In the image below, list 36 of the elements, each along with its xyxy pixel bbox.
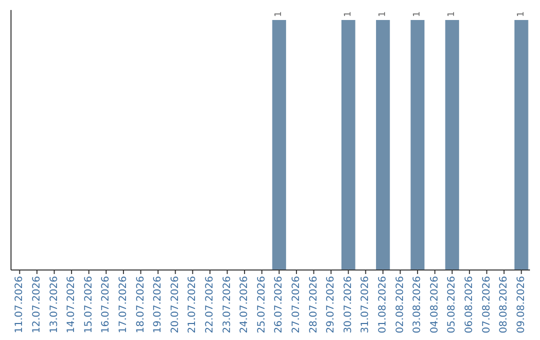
- x-tick-label: 04.08.2026: [429, 276, 440, 334]
- x-tick-label: 20.07.2026: [170, 276, 181, 334]
- data-label: 1: [343, 11, 354, 17]
- x-tick-label: 17.07.2026: [118, 276, 129, 334]
- x-tick-label: 08.08.2026: [498, 276, 510, 334]
- x-tick-label: 29.07.2026: [326, 276, 337, 334]
- data-label: 1: [447, 11, 458, 17]
- x-tick-label: 18.07.2026: [135, 276, 146, 334]
- data-label: 1: [378, 11, 388, 17]
- data-label: 1: [516, 11, 526, 17]
- x-tick-label: 15.07.2026: [83, 276, 94, 334]
- x-tick-label: 27.07.2026: [290, 276, 302, 334]
- x-tick-label: 23.07.2026: [222, 276, 233, 334]
- x-tick-label: 07.08.2026: [481, 276, 492, 334]
- x-tick-label: 05.08.2026: [446, 276, 458, 334]
- x-tick-label: 24.07.2026: [239, 276, 250, 334]
- x-tick-label: 01.08.2026: [377, 276, 388, 334]
- x-tick-label: 16.07.2026: [100, 276, 112, 334]
- x-tick-label: 28.07.2026: [308, 276, 320, 334]
- x-tick-label: 14.07.2026: [66, 276, 78, 334]
- x-tick-label: 22.07.2026: [204, 276, 216, 334]
- x-tick-label: 11.07.2026: [14, 276, 26, 334]
- x-tick-label: 31.07.2026: [360, 276, 372, 334]
- x-tick-label: 26.07.2026: [274, 276, 285, 334]
- x-tick-label: 09.08.2026: [516, 276, 527, 334]
- x-tick-label: 21.07.2026: [187, 276, 198, 334]
- x-tick-label: 03.08.2026: [412, 276, 424, 334]
- x-tick-label: 30.07.2026: [342, 276, 354, 334]
- x-tick-label: 19.07.2026: [152, 276, 164, 334]
- data-label: 1: [412, 11, 423, 17]
- x-tick-label: 25.07.2026: [256, 276, 268, 334]
- x-tick-label: 02.08.2026: [394, 276, 406, 334]
- x-tick-label: 06.08.2026: [464, 276, 475, 334]
- x-tick-label: 12.07.2026: [31, 276, 42, 334]
- data-label: 1: [274, 11, 284, 17]
- x-tick-label: 13.07.2026: [48, 276, 60, 334]
